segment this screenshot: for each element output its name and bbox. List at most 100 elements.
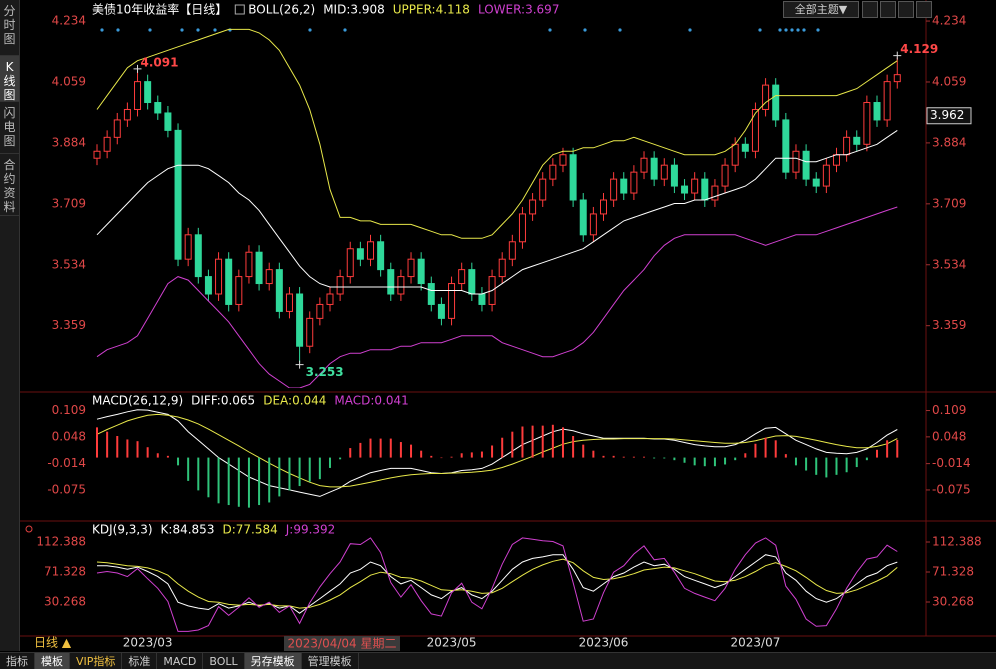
macd-bar: [288, 457, 291, 491]
macd-bar: [622, 456, 625, 458]
candle-body: [782, 119, 790, 173]
legend-label: UPPER:4.118: [393, 3, 470, 17]
x-tick-label: 2023/05: [427, 636, 477, 650]
y-tick-label: 0.048: [52, 429, 86, 443]
toolbar-item[interactable]: BOLL: [203, 653, 245, 669]
candle-body: [407, 258, 415, 278]
macd-bar: [450, 456, 453, 458]
x-tick-label: 2023/06: [579, 636, 629, 650]
crosshair-date: 2023/04/04 星期二: [288, 637, 397, 651]
candle-body: [772, 84, 780, 121]
icon-button[interactable]: [916, 1, 932, 18]
candle-body: [640, 157, 648, 173]
event-dot: [343, 28, 347, 32]
macd-bar: [166, 455, 169, 458]
candle-body: [367, 241, 375, 260]
icon-button[interactable]: [880, 1, 896, 18]
macd-bar: [410, 444, 413, 458]
macd-bar: [430, 455, 433, 458]
candle-body: [762, 84, 770, 110]
candle-body: [377, 241, 385, 271]
candle-body: [589, 213, 597, 236]
macd-bar: [683, 457, 686, 463]
candle-body: [215, 258, 223, 295]
legend-label: LOWER:3.697: [478, 3, 560, 17]
cursor-value: 3.962: [930, 108, 964, 122]
candle-body: [508, 241, 516, 260]
macd-bar: [835, 457, 838, 475]
event-dot: [308, 28, 312, 32]
macd-bar: [754, 443, 757, 458]
y-tick-label: -0.075: [932, 482, 971, 496]
candle-body: [164, 112, 172, 131]
candle-body: [539, 178, 547, 201]
y-tick-label: -0.075: [47, 482, 86, 496]
candle-body: [650, 157, 658, 180]
candle-body: [113, 119, 121, 138]
candle-body: [346, 248, 354, 278]
toolbar-item[interactable]: 另存模板: [244, 653, 302, 669]
candle-body: [731, 143, 739, 166]
indicator-icon: [234, 4, 245, 15]
chart-area: 3.359 3.359 3.534 3.534 3.709 3.709 3.884 3.884…: [20, 0, 996, 651]
y-tick-label: 3.709: [52, 196, 86, 210]
candle-body: [711, 185, 719, 201]
legend-label: K:84.853: [161, 523, 215, 537]
toolbar-item[interactable]: 管理模板: [302, 653, 359, 669]
candle-body: [691, 178, 699, 194]
macd-bar: [592, 450, 595, 458]
macd-bar: [703, 457, 706, 467]
theme-button[interactable]: 全部主题▼: [783, 1, 859, 18]
macd-bar: [531, 425, 534, 458]
macd-bar: [460, 453, 463, 458]
event-dot: [228, 28, 232, 32]
legend-label: KDJ(9,3,3): [92, 523, 153, 537]
candle-body: [255, 251, 263, 285]
macd-bar: [399, 442, 402, 458]
macd-bar: [724, 457, 727, 465]
toolbar-item[interactable]: 指标: [0, 653, 35, 669]
candle-body: [792, 150, 800, 173]
macd-bar: [247, 457, 250, 508]
candle-body: [670, 164, 678, 187]
candle-body: [448, 283, 456, 319]
macd-bar: [318, 457, 321, 480]
macd-bar: [602, 455, 605, 458]
x-tick-label: 2023/07: [731, 636, 781, 650]
event-dot: [148, 28, 152, 32]
icon-button[interactable]: [898, 1, 914, 18]
candle-body: [306, 317, 314, 347]
line-series: [96, 413, 898, 488]
candle-body: [549, 164, 557, 180]
macd-bar: [339, 457, 342, 460]
macd-bar: [237, 457, 240, 507]
candle-body: [559, 154, 567, 166]
legend-label: D:77.584: [222, 523, 277, 537]
candle-body: [144, 81, 152, 104]
line-series: [96, 28, 898, 239]
toolbar-item[interactable]: 标准: [122, 653, 158, 669]
legend-label: DEA:0.044: [263, 394, 326, 408]
tab[interactable]: K线图: [0, 56, 19, 102]
tab[interactable]: 分时图: [0, 0, 19, 56]
toolbar-item[interactable]: VIP指标: [70, 653, 123, 669]
tab[interactable]: 闪电图: [0, 102, 19, 154]
macd-bar: [764, 437, 767, 458]
candle-body: [316, 303, 324, 319]
candle-body: [417, 258, 425, 285]
macd-bar: [713, 457, 716, 467]
high-marker: [893, 51, 902, 60]
candle-body: [184, 234, 192, 260]
tab[interactable]: 合约资料: [0, 154, 19, 216]
candle-body: [245, 251, 253, 278]
event-dot: [688, 28, 692, 32]
candle-body: [751, 108, 759, 152]
candle-body: [893, 74, 901, 83]
icon-button[interactable]: [862, 1, 878, 18]
toolbar-item[interactable]: 模板: [35, 653, 70, 669]
macd-bar: [734, 457, 737, 461]
candle-body: [518, 213, 526, 243]
toolbar-item[interactable]: MACD: [157, 653, 204, 669]
macd-bar: [794, 457, 797, 466]
macd-bar: [865, 457, 868, 461]
